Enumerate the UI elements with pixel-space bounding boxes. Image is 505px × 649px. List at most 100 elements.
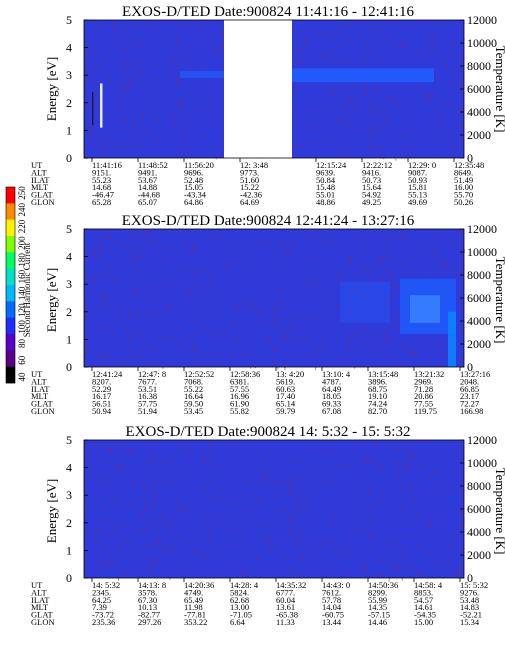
heatmap-speckle [380,290,382,295]
heatmap-speckle [85,298,87,302]
orbit-table-cell: 55.13 [408,190,427,200]
panel-1-heatmap [83,19,465,161]
heatmap-speckle [97,108,99,111]
heatmap-speckle [329,537,331,542]
heatmap-speckle [302,554,304,560]
heatmap-speckle [463,490,465,496]
heatmap-speckle [135,532,137,535]
heatmap-speckle [383,146,385,150]
heatmap-speckle [195,551,197,555]
heatmap-speckle [300,146,302,149]
heatmap-speckle [374,440,376,446]
orbit-row-label: UT [31,160,43,170]
orbit-table-cell: 64.86 [184,197,203,207]
heatmap-speckle [410,131,412,134]
heatmap-speckle [380,115,382,119]
heatmap-speckle [289,484,291,489]
orbit-table-cell: 64.25 [92,595,111,605]
heatmap-speckle [178,62,180,68]
orbit-table-cell: 11.33 [276,617,295,627]
heatmap-speckle [430,356,432,360]
heatmap-speckle [280,301,282,307]
heatmap-speckle [222,31,224,35]
heatmap-speckle [112,20,114,25]
heatmap-speckle [308,125,310,130]
heatmap-speckle [98,24,100,30]
heatmap-speckle [208,273,210,279]
heatmap-speckle [255,282,257,285]
panel-1-y2label: Temperature [K] [493,46,505,133]
heatmap-speckle [320,55,322,59]
heatmap-speckle [101,486,103,491]
heatmap-speckle [328,293,330,298]
heatmap-speckle [315,140,317,144]
heatmap-speckle [117,62,119,66]
heatmap-speckle [245,493,247,498]
heatmap-speckle [272,321,274,325]
heatmap-speckle [307,495,309,500]
heatmap-speckle [389,253,391,259]
heatmap-speckle [370,23,372,27]
heatmap-speckle [98,255,100,261]
heatmap-speckle [103,268,105,272]
heatmap-speckle [292,245,294,248]
heatmap-speckle [259,468,261,471]
heatmap-speckle [132,230,134,235]
heatmap-speckle [266,471,268,476]
heatmap-speckle [341,272,343,275]
heatmap-speckle [281,239,283,245]
heatmap-speckle [456,83,458,86]
heatmap-speckle [273,358,275,362]
heatmap-speckle [446,64,448,69]
energy-tick-label: 1 [66,543,72,557]
heatmap-speckle [161,459,163,464]
heatmap-speckle [156,109,158,113]
orbit-table-cell: 59.50 [184,399,203,409]
heatmap-speckle [457,569,459,573]
heatmap-speckle [98,442,100,446]
orbit-row-label: MLT [31,391,49,401]
heatmap-speckle [315,356,317,361]
heatmap-speckle [457,469,459,474]
heatmap-speckle [252,473,254,477]
heatmap-speckle [417,515,419,520]
heatmap-speckle [398,102,400,107]
heatmap-speckle [321,344,323,347]
heatmap-speckle [389,540,391,546]
colorbar-tick-label: 140 [17,286,27,300]
heatmap-speckle [109,446,111,451]
heatmap-speckle [231,353,233,358]
heatmap-speckle [297,60,299,66]
heatmap-speckle [440,340,442,346]
heatmap-speckle [446,342,448,345]
heatmap-speckle [451,544,453,550]
heatmap-speckle [450,489,452,492]
heatmap-speckle [261,522,263,526]
heatmap-speckle [365,265,367,268]
heatmap-speckle [179,75,181,80]
heatmap-speckle [365,294,367,298]
heatmap-speckle [398,466,400,470]
heatmap-speckle [297,511,299,514]
heatmap-speckle [184,445,186,449]
orbit-table-cell: 74.24 [368,399,388,409]
heatmap-speckle [284,557,286,560]
orbit-row-label: MLT [31,602,49,612]
panel-1-title: EXOS-D/TED Date:900824 11:41:16 - 12:41:… [122,4,414,20]
heatmap-speckle [437,72,439,78]
heatmap-speckle [378,363,380,367]
heatmap-speckle [375,88,377,91]
heatmap-speckle [193,231,195,235]
heatmap-speckle [441,557,443,563]
heatmap-speckle [190,349,192,353]
heatmap-speckle [274,347,276,353]
heatmap-speckle [295,547,297,551]
heatmap-speckle [421,150,423,154]
orbit-table-cell: 14.61 [414,602,433,612]
orbit-table-cell: 67.08 [322,406,341,416]
heatmap-speckle [423,523,425,528]
heatmap-speckle [177,36,179,40]
orbit-table-cell: 12:52:52 [184,369,214,379]
heatmap-speckle [365,82,367,87]
orbit-table-cell: 77.55 [414,399,433,409]
